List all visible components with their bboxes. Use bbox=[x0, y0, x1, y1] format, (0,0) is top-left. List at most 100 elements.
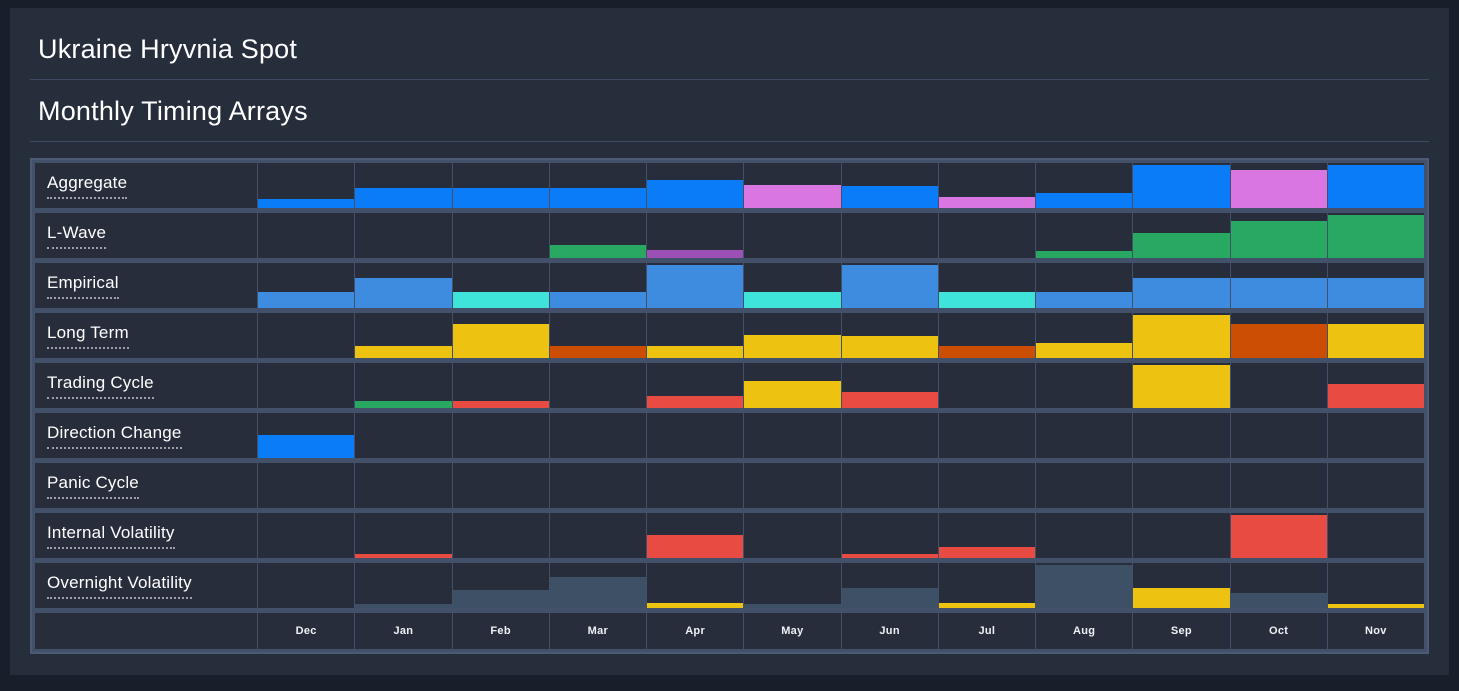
array-cell-internal-volatility-nov bbox=[1327, 513, 1424, 558]
month-label-nov: Nov bbox=[1327, 613, 1424, 649]
array-bar-yellow bbox=[744, 381, 841, 408]
month-label-may: May bbox=[744, 613, 841, 649]
array-cell-direction-change-feb bbox=[452, 413, 549, 458]
row-label-internal-volatility[interactable]: Internal Volatility bbox=[47, 523, 175, 549]
array-cell-l-wave-dec bbox=[258, 213, 355, 258]
array-cell-empirical-apr bbox=[647, 263, 744, 308]
array-bar-red bbox=[1327, 383, 1424, 408]
timing-array-grid: Aggregate L-Wave Empirical Long Term Trading… bbox=[30, 158, 1429, 654]
row-label-cell-long-term: Long Term bbox=[35, 313, 257, 358]
array-cell-long-term-nov bbox=[1327, 313, 1424, 358]
array-cell-long-term-may bbox=[744, 313, 841, 358]
array-cell-direction-change-apr bbox=[647, 413, 744, 458]
array-bar-orange bbox=[549, 345, 646, 358]
array-bar-magenta bbox=[1230, 170, 1327, 208]
array-bar-yellow bbox=[1133, 314, 1230, 358]
array-bar-orange bbox=[1230, 323, 1327, 358]
array-cell-internal-volatility-jan bbox=[355, 513, 452, 558]
array-cell-trading-cycle-may bbox=[744, 363, 841, 408]
array-bar-green bbox=[1327, 214, 1424, 258]
array-cell-direction-change-nov bbox=[1327, 413, 1424, 458]
array-bar-slate bbox=[549, 576, 646, 608]
array-bar-yellow bbox=[1133, 364, 1230, 408]
subtitle-divider bbox=[30, 141, 1429, 142]
array-cell-empirical-sep bbox=[1133, 263, 1230, 308]
month-label-apr: Apr bbox=[647, 613, 744, 649]
array-cell-panic-cycle-mar bbox=[549, 463, 646, 508]
array-cell-aggregate-dec bbox=[258, 163, 355, 208]
array-cell-aggregate-sep bbox=[1133, 163, 1230, 208]
array-cell-internal-volatility-oct bbox=[1230, 513, 1327, 558]
array-cell-overnight-volatility-feb bbox=[452, 563, 549, 608]
array-cell-trading-cycle-jun bbox=[841, 363, 938, 408]
row-label-long-term[interactable]: Long Term bbox=[47, 323, 129, 349]
row-label-panic-cycle[interactable]: Panic Cycle bbox=[47, 473, 139, 499]
row-label-empirical[interactable]: Empirical bbox=[47, 273, 119, 299]
array-cell-long-term-jul bbox=[938, 313, 1035, 358]
array-cell-internal-volatility-jul bbox=[938, 513, 1035, 558]
array-cell-empirical-jan bbox=[355, 263, 452, 308]
array-bar-blue bbox=[258, 199, 355, 208]
array-cell-long-term-feb bbox=[452, 313, 549, 358]
array-cell-empirical-may bbox=[744, 263, 841, 308]
array-cell-l-wave-jun bbox=[841, 213, 938, 258]
array-cell-aggregate-jan bbox=[355, 163, 452, 208]
array-cell-empirical-oct bbox=[1230, 263, 1327, 308]
array-bar-slate bbox=[355, 603, 452, 608]
array-cell-long-term-oct bbox=[1230, 313, 1327, 358]
month-label-aug: Aug bbox=[1036, 613, 1133, 649]
array-cell-overnight-volatility-sep bbox=[1133, 563, 1230, 608]
array-bar-medium_blue bbox=[355, 278, 452, 308]
array-cell-panic-cycle-jun bbox=[841, 463, 938, 508]
array-cell-direction-change-may bbox=[744, 413, 841, 458]
array-bar-orange bbox=[938, 345, 1035, 358]
array-bar-slate bbox=[1036, 565, 1133, 608]
month-label-jul: Jul bbox=[938, 613, 1035, 649]
array-bar-blue bbox=[355, 188, 452, 208]
array-cell-empirical-jun bbox=[841, 263, 938, 308]
array-bar-medium_blue bbox=[1036, 291, 1133, 308]
array-cell-l-wave-feb bbox=[452, 213, 549, 258]
month-header-corner-cell bbox=[35, 613, 257, 649]
array-cell-internal-volatility-feb bbox=[452, 513, 549, 558]
array-cell-long-term-dec bbox=[258, 313, 355, 358]
array-bar-red bbox=[1230, 514, 1327, 558]
array-cell-aggregate-may bbox=[744, 163, 841, 208]
array-bar-yellow bbox=[1327, 603, 1424, 608]
array-cell-direction-change-sep bbox=[1133, 413, 1230, 458]
array-cell-long-term-apr bbox=[647, 313, 744, 358]
array-cell-overnight-volatility-apr bbox=[647, 563, 744, 608]
array-cell-panic-cycle-sep bbox=[1133, 463, 1230, 508]
array-cell-l-wave-apr bbox=[647, 213, 744, 258]
array-bar-red bbox=[355, 553, 452, 558]
array-cell-overnight-volatility-oct bbox=[1230, 563, 1327, 608]
array-cell-trading-cycle-jul bbox=[938, 363, 1035, 408]
array-bar-medium_blue bbox=[647, 264, 744, 308]
array-cell-direction-change-jun bbox=[841, 413, 938, 458]
array-cell-direction-change-jul bbox=[938, 413, 1035, 458]
array-bar-slate bbox=[1230, 592, 1327, 608]
array-cell-long-term-aug bbox=[1036, 313, 1133, 358]
array-cell-empirical-mar bbox=[549, 263, 646, 308]
array-cell-l-wave-mar bbox=[549, 213, 646, 258]
array-cell-long-term-jun bbox=[841, 313, 938, 358]
array-bar-cyan bbox=[938, 291, 1035, 308]
array-bar-blue bbox=[1036, 192, 1133, 208]
array-bar-blue bbox=[1327, 164, 1424, 208]
array-cell-overnight-volatility-aug bbox=[1036, 563, 1133, 608]
array-cell-panic-cycle-jan bbox=[355, 463, 452, 508]
array-bar-cyan bbox=[452, 291, 549, 308]
array-cell-aggregate-oct bbox=[1230, 163, 1327, 208]
row-label-l-wave[interactable]: L-Wave bbox=[47, 223, 107, 249]
array-cell-empirical-jul bbox=[938, 263, 1035, 308]
row-label-aggregate[interactable]: Aggregate bbox=[47, 173, 128, 199]
array-cell-trading-cycle-dec bbox=[258, 363, 355, 408]
array-bar-slate bbox=[452, 590, 549, 608]
main-panel: Ukraine Hryvnia Spot Monthly Timing Arra… bbox=[10, 8, 1449, 675]
array-bar-red bbox=[841, 391, 938, 408]
array-cell-trading-cycle-apr bbox=[647, 363, 744, 408]
row-label-direction-change[interactable]: Direction Change bbox=[47, 423, 182, 449]
array-bar-magenta bbox=[744, 184, 841, 208]
row-label-overnight-volatility[interactable]: Overnight Volatility bbox=[47, 573, 192, 599]
row-label-trading-cycle[interactable]: Trading Cycle bbox=[47, 373, 154, 399]
